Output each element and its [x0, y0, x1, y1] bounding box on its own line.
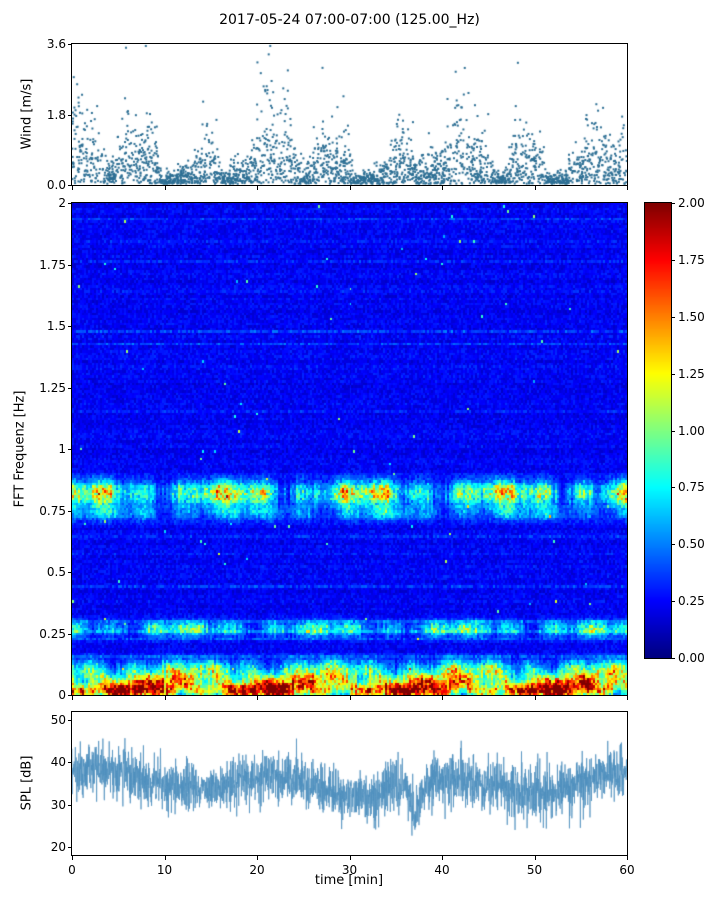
y-tick-label: 3.6 — [46, 37, 66, 51]
y-tick-mark — [68, 633, 72, 635]
y-tick-mark — [68, 185, 72, 186]
colorbar-tick-mark — [671, 430, 675, 432]
x-tick-mark — [72, 856, 73, 860]
colorbar-tick-label: 1.50 — [678, 309, 705, 324]
figure-title: 2017-05-24 07:00-07:00 (125.00_Hz) — [219, 12, 480, 28]
x-tick-mark — [627, 186, 628, 190]
x-tick-mark — [164, 696, 166, 700]
y-tick-mark — [68, 264, 72, 266]
wind-scatter-canvas — [72, 44, 627, 185]
spectrogram-plot — [71, 202, 628, 696]
x-tick-label: 50 — [526, 863, 543, 877]
x-tick-mark — [534, 696, 536, 700]
colorbar-tick-label: 0.25 — [678, 594, 705, 609]
y-tick-mark — [68, 804, 72, 806]
y-tick-label: 0.0 — [46, 178, 66, 192]
x-tick-label: 10 — [156, 863, 173, 877]
x-tick-mark — [627, 856, 628, 860]
x-tick-label: 0 — [68, 863, 76, 877]
x-tick-mark — [442, 856, 443, 860]
spl-line-canvas — [72, 712, 627, 855]
y-tick-mark — [68, 695, 72, 696]
x-tick-mark — [72, 696, 73, 700]
y-tick-mark — [68, 572, 72, 573]
x-tick-mark — [534, 856, 536, 860]
colorbar-tick-mark — [671, 316, 675, 318]
colorbar-tick-label: 0.00 — [678, 651, 705, 665]
y-tick-mark — [68, 114, 72, 116]
colorbar-tick-label: 1.00 — [678, 423, 705, 438]
spectrogram-canvas — [72, 203, 627, 695]
y-tick-label: 0.75 — [39, 503, 66, 518]
colorbar-tick-label: 2.00 — [678, 196, 705, 210]
y-tick-mark — [68, 510, 72, 512]
colorbar-tick-mark — [671, 658, 675, 659]
y-tick-label: 50 — [50, 713, 66, 728]
x-tick-label: 20 — [249, 863, 265, 877]
colorbar-canvas — [645, 203, 671, 658]
y-tick-label: 40 — [50, 755, 66, 770]
y-tick-label: 0.25 — [39, 626, 66, 641]
y-tick-label: 1 — [58, 442, 66, 456]
x-tick-mark — [442, 696, 443, 700]
colorbar-tick-mark — [671, 544, 675, 546]
y-tick-mark — [68, 449, 72, 450]
x-tick-label: 40 — [434, 863, 450, 877]
y-tick-label: 1.5 — [46, 319, 66, 333]
y-tick-label: 2 — [58, 196, 66, 210]
y-tick-label: 1.75 — [39, 257, 66, 272]
y-tick-mark — [68, 720, 72, 722]
y-tick-label: 0.5 — [46, 565, 66, 579]
x-tick-mark — [349, 856, 351, 860]
x-tick-mark — [164, 856, 166, 860]
y-tick-mark — [68, 326, 72, 327]
y-tick-mark — [68, 387, 72, 389]
y-tick-label: 1.8 — [46, 107, 66, 122]
colorbar-tick-label: 0.75 — [678, 480, 705, 495]
y-tick-mark — [68, 203, 72, 204]
x-tick-label: 30 — [341, 863, 358, 877]
spl-plot — [71, 711, 628, 856]
colorbar-tick-label: 1.25 — [678, 366, 705, 381]
colorbar-tick-mark — [671, 259, 675, 261]
x-tick-mark — [257, 696, 258, 700]
time-xlabel: time [min] — [314, 873, 384, 888]
x-tick-label: 60 — [619, 863, 635, 877]
x-tick-mark — [442, 186, 443, 190]
colorbar-tick-label: 1.75 — [678, 252, 705, 267]
y-tick-label: 1.25 — [39, 380, 66, 395]
x-tick-mark — [627, 696, 628, 700]
colorbar-tick-mark — [671, 373, 675, 375]
y-tick-label: 30 — [50, 797, 66, 812]
x-tick-mark — [349, 696, 351, 700]
x-tick-mark — [72, 186, 73, 190]
colorbar-tick-mark — [671, 203, 675, 204]
wind-plot — [71, 43, 628, 186]
colorbar-tick-label: 0.50 — [678, 537, 705, 552]
x-tick-mark — [534, 186, 536, 190]
x-tick-mark — [257, 186, 258, 190]
x-tick-mark — [257, 856, 258, 860]
y-tick-mark — [68, 846, 72, 848]
y-tick-label: 20 — [50, 839, 66, 854]
y-tick-mark — [68, 762, 72, 764]
y-tick-mark — [68, 44, 72, 45]
colorbar — [644, 202, 672, 659]
x-tick-mark — [164, 186, 166, 190]
x-tick-mark — [349, 186, 351, 190]
y-tick-label: 0 — [58, 688, 66, 702]
colorbar-tick-mark — [671, 601, 675, 603]
colorbar-tick-mark — [671, 487, 675, 489]
